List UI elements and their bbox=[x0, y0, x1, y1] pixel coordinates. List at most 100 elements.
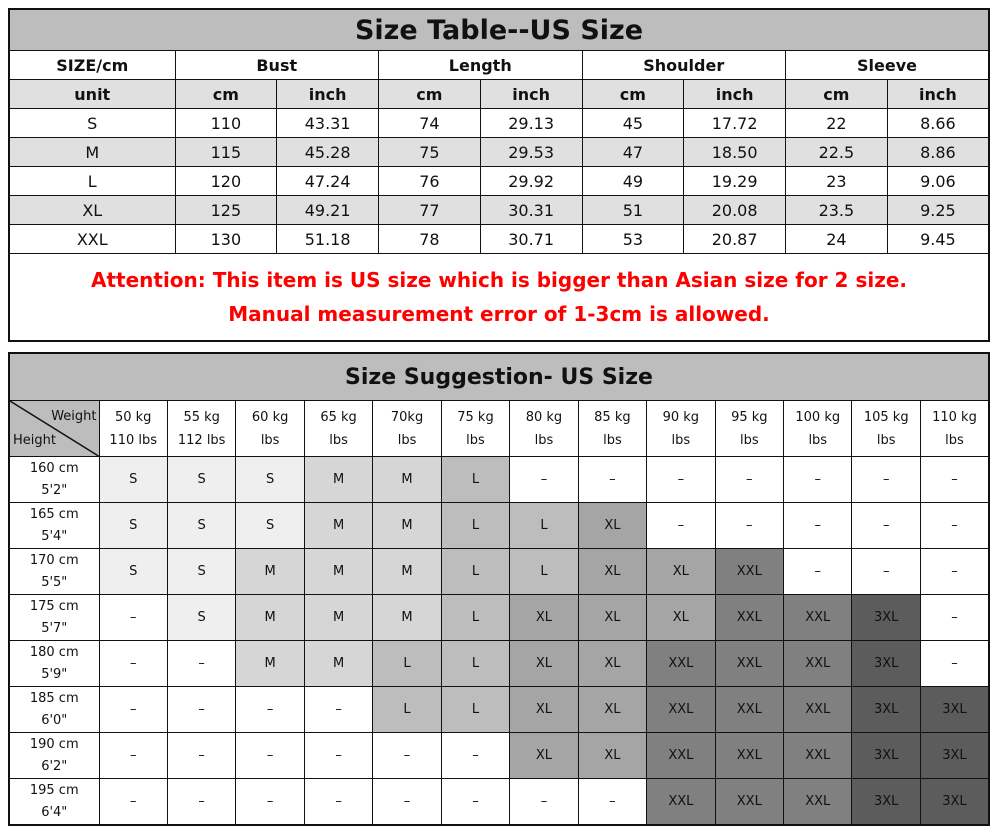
size-label: L bbox=[8, 166, 176, 196]
size-suggestion-cell: – bbox=[98, 640, 168, 687]
size-suggestion-cell: XXL bbox=[783, 594, 853, 641]
weight-header: 75 kg lbs bbox=[440, 400, 511, 457]
weight-kg: 95 kg bbox=[731, 409, 768, 425]
attention-line-1: Attention: This item is US size which is… bbox=[90, 268, 907, 292]
height-cm: 180 cm bbox=[29, 644, 79, 660]
measurement-cell: 53 bbox=[581, 224, 685, 254]
size-suggestion-cell: – bbox=[851, 502, 921, 549]
measurement-cell: 20.08 bbox=[683, 195, 786, 225]
weight-kg: 110 kg bbox=[932, 409, 977, 425]
size-suggestion-cell: XXL bbox=[783, 732, 853, 779]
size-suggestion-cell: XXL bbox=[783, 640, 853, 687]
size-suggestion-cell: – bbox=[783, 456, 853, 503]
size-suggestion-cell: M bbox=[303, 640, 374, 687]
header-bust: Bust bbox=[174, 50, 379, 80]
size-suggestion-cell: – bbox=[851, 548, 921, 595]
size-suggestion-cell: L bbox=[440, 456, 511, 503]
measurement-cell: 51 bbox=[581, 195, 685, 225]
size-suggestion-cell: – bbox=[166, 732, 237, 779]
unit-cell: inch bbox=[479, 79, 583, 109]
size-table-title: Size Table--US Size bbox=[8, 8, 990, 51]
suggestion-row: 185 cm 6'0" – – – – L L XL XL XXL XXL XXL 3XL 3XL bbox=[8, 686, 990, 733]
weight-header: 60 kg lbs bbox=[235, 400, 305, 457]
size-suggestion-cell: XXL bbox=[714, 686, 785, 733]
weight-lbs: lbs bbox=[329, 432, 348, 448]
size-suggestion-cell: XXL bbox=[714, 548, 785, 595]
table-row: L 120 47.24 76 29.92 49 19.29 23 9.06 bbox=[8, 166, 990, 196]
measurement-cell: 9.25 bbox=[886, 195, 990, 225]
size-suggestion-cell: – bbox=[98, 594, 168, 641]
weight-kg: 70kg bbox=[390, 409, 424, 425]
suggestion-row: 160 cm 5'2" S S S M M L – – – – – – – bbox=[8, 456, 990, 503]
measurement-cell: 76 bbox=[378, 166, 481, 196]
size-suggestion-cell: – bbox=[303, 778, 374, 826]
height-cm: 190 cm bbox=[29, 736, 79, 752]
weight-lbs: lbs bbox=[671, 432, 691, 448]
measurement-cell: 30.31 bbox=[479, 195, 583, 225]
size-suggestion-cell: M bbox=[372, 502, 442, 549]
size-suggestion-cell: XXL bbox=[646, 640, 716, 687]
weight-header: 110 kg lbs bbox=[919, 400, 990, 457]
size-suggestion-cell: – bbox=[577, 456, 648, 503]
weight-header: 105 kg lbs bbox=[851, 400, 921, 457]
size-suggestion-cell: – bbox=[783, 548, 853, 595]
size-suggestion-cell: XXL bbox=[646, 778, 716, 826]
size-suggestion-cell: XL bbox=[646, 594, 716, 641]
measurement-cell: 47.24 bbox=[276, 166, 379, 196]
measurement-cell: 45 bbox=[581, 108, 685, 138]
measurement-cell: 24 bbox=[785, 224, 888, 254]
height-ft: 5'9" bbox=[41, 666, 68, 682]
size-suggestion-cell: S bbox=[98, 456, 168, 503]
measurement-cell: 30.71 bbox=[479, 224, 583, 254]
measurement-cell: 29.92 bbox=[479, 166, 583, 196]
attention-note: Attention: This item is US size which is… bbox=[8, 253, 990, 342]
weight-height-corner: Weight Height bbox=[8, 400, 100, 457]
measurement-cell: 29.53 bbox=[479, 137, 583, 167]
measurement-cell: 43.31 bbox=[276, 108, 379, 138]
size-suggestion-cell: XXL bbox=[783, 778, 853, 826]
size-suggestion-cell: – bbox=[646, 502, 716, 549]
unit-cell: inch bbox=[886, 79, 990, 109]
size-suggestion-cell: – bbox=[577, 778, 648, 826]
height-cm: 185 cm bbox=[29, 690, 79, 706]
measurement-cell: 45.28 bbox=[276, 137, 379, 167]
unit-cell: unit bbox=[8, 79, 176, 109]
size-suggestion-cell: XL bbox=[577, 732, 648, 779]
size-suggestion-cell: – bbox=[783, 502, 853, 549]
measurement-cell: 9.45 bbox=[886, 224, 990, 254]
size-label: S bbox=[8, 108, 176, 138]
size-suggestion-cell: M bbox=[235, 594, 305, 641]
size-suggestion-cell: M bbox=[303, 456, 374, 503]
size-label: XL bbox=[8, 195, 176, 225]
size-suggestion-cell: – bbox=[714, 456, 785, 503]
measurement-cell: 22.5 bbox=[785, 137, 888, 167]
size-suggestion-cell: XL bbox=[577, 502, 648, 549]
size-suggestion-cell: – bbox=[851, 456, 921, 503]
size-suggestion-cell: – bbox=[714, 502, 785, 549]
size-label: M bbox=[8, 137, 176, 167]
weight-lbs: lbs bbox=[534, 432, 554, 448]
measurement-cell: 74 bbox=[378, 108, 481, 138]
size-suggestion-cell: – bbox=[919, 456, 990, 503]
size-suggestion-cell: XXL bbox=[714, 732, 785, 779]
weight-lbs: lbs bbox=[603, 432, 622, 448]
size-suggestion-cell: XL bbox=[509, 640, 579, 687]
unit-cell: cm bbox=[378, 79, 481, 109]
height-cm: 170 cm bbox=[29, 552, 79, 568]
weight-header: 100 kg lbs bbox=[783, 400, 853, 457]
weight-header: 90 kg lbs bbox=[646, 400, 716, 457]
measurement-cell: 120 bbox=[174, 166, 278, 196]
size-suggestion-cell: – bbox=[509, 456, 579, 503]
size-suggestion-cell: 3XL bbox=[851, 640, 921, 687]
size-suggestion-cell: L bbox=[440, 502, 511, 549]
weight-lbs: 112 lbs bbox=[177, 432, 226, 448]
size-suggestion-cell: M bbox=[372, 548, 442, 595]
size-suggestion-cell: L bbox=[440, 686, 511, 733]
size-suggestion-cell: – bbox=[98, 778, 168, 826]
size-suggestion-cell: XXL bbox=[714, 778, 785, 826]
size-suggestion-cell: XXL bbox=[783, 686, 853, 733]
size-suggestion-cell: L bbox=[440, 548, 511, 595]
size-suggestion-cell: – bbox=[646, 456, 716, 503]
size-suggestion-cell: – bbox=[509, 778, 579, 826]
